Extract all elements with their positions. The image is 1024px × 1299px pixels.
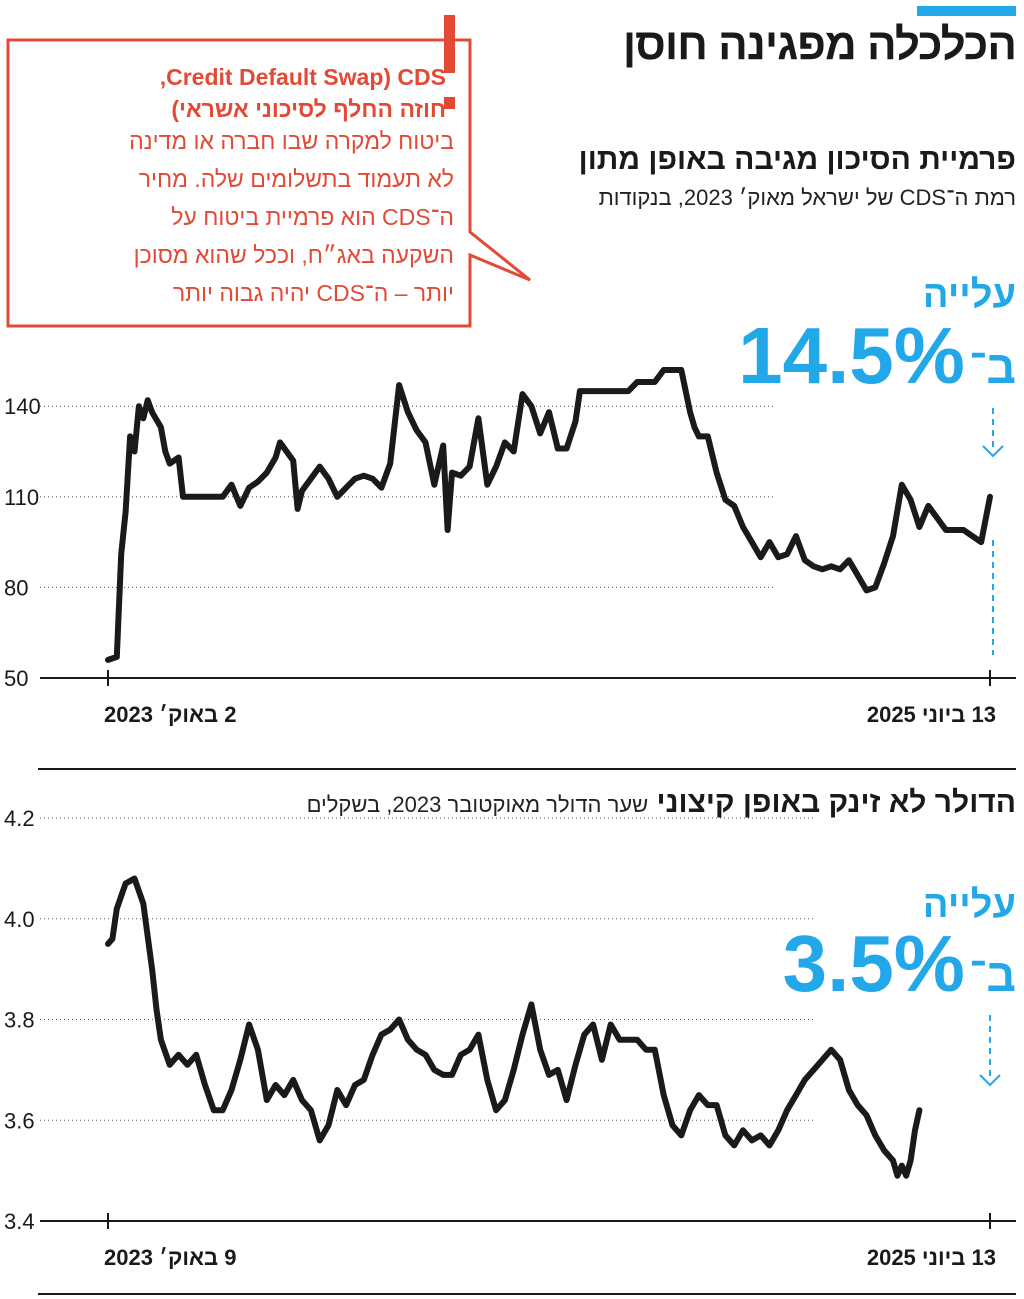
x-start-label: 2 באוק׳ 2023 — [104, 702, 236, 727]
rise-arrow-head-icon — [979, 1074, 1001, 1087]
chart2-heading-row: הדולר לא זינק באופן קיצוני שער הדולר מאו… — [307, 786, 1016, 820]
chart1-rise-group: 14.5% ב־ — [738, 316, 1016, 396]
usd-ils-line-chart: 3.4 3.6 3.8 4.0 4.2 9 באוק׳ 2023 13 ביוני 2025 — [4, 806, 1016, 1270]
title-accent-bar — [917, 6, 1016, 16]
exclamation-icon — [444, 15, 455, 73]
callout-speech-bubble — [6, 38, 531, 328]
y-tick-label: 80 — [4, 575, 28, 600]
callout-line-4: לא תעמוד בתשלומים שלה. מחיר — [138, 166, 454, 192]
y-tick-label: 4.0 — [4, 907, 35, 932]
callout-line-5: ה־CDS הוא פרמיית ביטוח על — [171, 204, 454, 230]
chart2-heading: הדולר לא זינק באופן קיצוני — [656, 786, 1016, 819]
chart2-rise-value: 3.5% — [782, 919, 965, 1008]
x-start-label: 9 באוק׳ 2023 — [104, 1245, 236, 1270]
chart2-rise-prefix: ב־ — [968, 949, 1016, 1001]
callout-box — [6, 15, 531, 328]
chart1-rise-label: עלייה — [922, 274, 1016, 316]
cds-line-chart: 50 80 110 140 2 באוק׳ 2023 13 ביוני 2025 — [4, 367, 1016, 727]
y-tick-label: 3.8 — [4, 1008, 35, 1033]
callout-line-1: Credit Default Swap) CDS, — [159, 64, 446, 90]
chart1-subheading: רמת ה־CDS של ישראל מאוק׳ 2023, בנקודות — [598, 185, 1016, 210]
chart2-rise-group: 3.5% ב־ — [783, 924, 1016, 1004]
x-end-label: 13 ביוני 2025 — [867, 1245, 996, 1270]
y-tick-label: 4.2 — [4, 806, 35, 831]
exclamation-dot-icon — [444, 97, 455, 109]
page-title: הכלכלה מפגינה חוסן — [622, 20, 1017, 69]
y-tick-label: 50 — [4, 666, 28, 691]
y-tick-label: 110 — [4, 485, 39, 510]
callout-line-7: יותר – ה־CDS יהיה גבוה יותר — [172, 280, 454, 306]
chart2-subheading: שער הדולר מאוקטובר 2023, בשקלים — [306, 792, 649, 817]
callout-line-6: השקעה באג״ח, וככל שהוא מסוכן — [133, 242, 454, 268]
chart1-rise-value: 14.5% — [738, 311, 965, 400]
chart2-rise-label: עלייה — [922, 884, 1016, 926]
y-tick-label: 3.6 — [4, 1108, 35, 1133]
callout-line-2: חוזה החלף לסיכוני אשראי) — [171, 96, 446, 122]
callout-line-3: ביטוח למקרה שבו חברה או מדינה — [129, 128, 454, 154]
series-line — [105, 875, 923, 1179]
chart1-rise-prefix: ב־ — [968, 341, 1016, 393]
y-tick-label: 140 — [4, 394, 41, 419]
section-divider — [38, 768, 1016, 770]
x-end-label: 13 ביוני 2025 — [867, 702, 996, 727]
bottom-divider — [38, 1293, 1016, 1295]
rise-arrow-head-icon — [982, 445, 1004, 458]
chart1-heading: פרמיית הסיכון מגיבה באופן מתון — [578, 143, 1016, 176]
series-line — [105, 367, 993, 663]
y-tick-label: 3.4 — [4, 1209, 35, 1234]
